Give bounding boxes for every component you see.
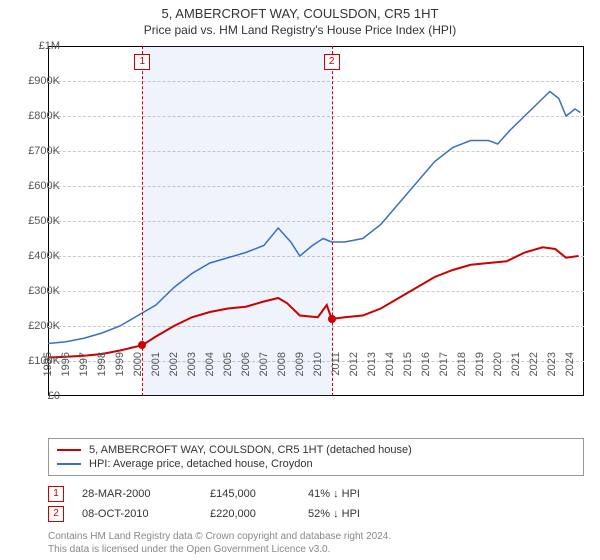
x-tick-label: 2016 [420,352,432,376]
x-tick-label: 2005 [222,352,234,376]
legend-swatch-price-paid [57,449,81,451]
y-tick-label: £900K [28,75,60,87]
sale-row-1: 1 28-MAR-2000 £145,000 41% ↓ HPI [48,484,584,504]
y-tick-label: £600K [28,180,60,192]
chart-subtitle: Price paid vs. HM Land Registry's House … [0,23,600,37]
x-tick-label: 1996 [60,352,72,376]
y-tick-label: £700K [28,145,60,157]
x-tick-label: 2023 [546,352,558,376]
x-tick-label: 2002 [168,352,180,376]
x-tick-label: 1998 [96,352,108,376]
sale-marker-2: 2 [48,506,64,522]
y-tick-label: £200K [28,320,60,332]
x-tick-label: 2003 [186,352,198,376]
footnote: Contains HM Land Registry data © Crown c… [48,530,584,556]
x-tick-label: 2017 [438,352,450,376]
sale-date-1: 28-MAR-2000 [82,488,192,500]
y-tick-label: £0 [48,390,60,402]
legend-item-price-paid: 5, AMBERCROFT WAY, COULSDON, CR5 1HT (de… [57,443,575,457]
sale-marker-box: 1 [134,54,150,70]
x-tick-label: 2000 [132,352,144,376]
x-tick-label: 2001 [150,352,162,376]
legend-swatch-hpi [57,463,81,465]
sale-marker-1: 1 [48,486,64,502]
x-tick-label: 2020 [492,352,504,376]
y-tick-label: £500K [28,215,60,227]
x-tick-label: 1999 [114,352,126,376]
y-tick-label: £1M [39,40,60,52]
x-tick-label: 2006 [240,352,252,376]
sale-dot [138,341,146,349]
legend-box: 5, AMBERCROFT WAY, COULSDON, CR5 1HT (de… [48,438,584,476]
sale-pct-1: 41% ↓ HPI [308,488,408,500]
chart-title: 5, AMBERCROFT WAY, COULSDON, CR5 1HT [0,6,600,21]
x-tick-label: 2004 [204,352,216,376]
y-tick-label: £400K [28,250,60,262]
legend-item-hpi: HPI: Average price, detached house, Croy… [57,457,575,471]
x-tick-label: 2015 [402,352,414,376]
x-tick-label: 2019 [474,352,486,376]
x-tick-label: 2008 [276,352,288,376]
series-line-price_paid [48,247,579,357]
x-tick-label: 2012 [348,352,360,376]
sale-vline [332,46,333,396]
x-tick-label: 2009 [294,352,306,376]
x-tick-label: 2021 [510,352,522,376]
x-tick-label: 2018 [456,352,468,376]
x-tick-label: 2022 [528,352,540,376]
sale-price-2: £220,000 [210,508,290,520]
footnote-line-1: Contains HM Land Registry data © Crown c… [48,530,584,543]
footnote-line-2: This data is licensed under the Open Gov… [48,543,584,556]
legend-label-price-paid: 5, AMBERCROFT WAY, COULSDON, CR5 1HT (de… [89,444,412,456]
chart-lines [48,46,584,396]
x-tick-label: 2013 [366,352,378,376]
sale-pct-2: 52% ↓ HPI [308,508,408,520]
x-tick-label: 2011 [330,352,342,376]
y-tick-label: £800K [28,110,60,122]
sale-row-2: 2 08-OCT-2010 £220,000 52% ↓ HPI [48,504,584,524]
x-tick-label: 2007 [258,352,270,376]
x-tick-label: 2024 [564,352,576,376]
sale-price-1: £145,000 [210,488,290,500]
sales-table: 1 28-MAR-2000 £145,000 41% ↓ HPI 2 08-OC… [48,484,584,524]
sale-date-2: 08-OCT-2010 [82,508,192,520]
legend-and-sales: 5, AMBERCROFT WAY, COULSDON, CR5 1HT (de… [48,438,584,556]
series-line-hpi [48,92,580,344]
sale-marker-box: 2 [324,54,340,70]
x-tick-label: 2010 [312,352,324,376]
y-tick-label: £300K [28,285,60,297]
sale-dot [328,315,336,323]
legend-label-hpi: HPI: Average price, detached house, Croy… [89,458,313,470]
x-tick-label: 1995 [42,352,54,376]
x-tick-label: 2014 [384,352,396,376]
chart-plot-area: 12 [48,46,584,396]
x-tick-label: 1997 [78,352,90,376]
